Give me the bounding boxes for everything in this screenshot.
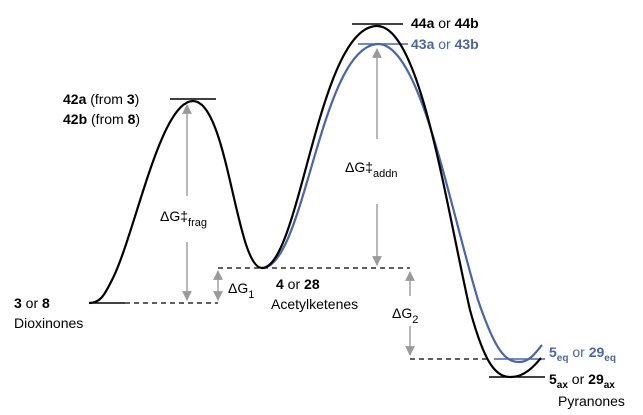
profile-curve-blue [261,42,543,364]
label-prod-name: Pyranones [558,393,625,409]
label-dg-frag: ΔG‡frag [160,208,207,229]
label-prod-ax: 5ax or 29ax [549,371,615,391]
label-dg1: ΔG1 [228,280,254,301]
label-start-name: Dioxinones [14,315,83,331]
label-mid-compounds: 4 or 28 [276,276,320,292]
label-ts1-line1: 42a (from 3) [63,91,139,107]
label-ts1-line2: 42b (from 8) [63,111,140,127]
label-dg-addn: ΔG‡addn [345,159,398,180]
label-start-compounds: 3 or 8 [14,295,50,311]
label-ts2-black: 44a or 44b [411,15,479,31]
label-mid-name: Acetylketenes [271,296,358,312]
profile-curve-black [88,24,542,379]
label-prod-eq: 5eq or 29eq [549,344,616,364]
label-ts2-blue: 43a or 43b [411,36,479,52]
label-dg2: ΔG2 [392,305,418,326]
